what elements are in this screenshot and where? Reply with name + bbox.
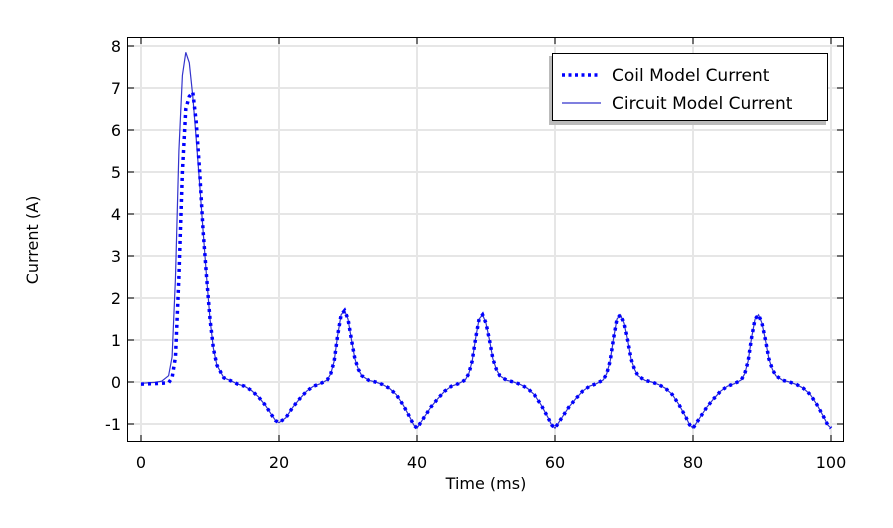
x-tick-label: 0 [136, 453, 146, 472]
x-tick-label: 40 [407, 453, 427, 472]
ticks: 0 20 40 60 80 100 -1 0 1 2 3 4 5 6 7 8 [105, 37, 846, 472]
x-tick-label: 20 [269, 453, 289, 472]
x-tick-label: 60 [545, 453, 565, 472]
y-tick-label: -1 [105, 415, 121, 434]
y-tick-label: 5 [111, 163, 121, 182]
legend-box [552, 53, 828, 121]
y-tick-label: 2 [111, 289, 121, 308]
legend-label-coil: Coil Model Current [612, 66, 770, 86]
x-tick-label: 80 [683, 453, 703, 472]
y-tick-label: 7 [111, 79, 121, 98]
series-group [140, 52, 833, 431]
y-tick-label: 8 [111, 37, 121, 56]
series-coil-model-current [140, 87, 833, 431]
y-tick-label: 4 [111, 205, 121, 224]
legend: Coil Model Current Circuit Model Current [549, 53, 828, 125]
x-tick-label: 100 [816, 453, 847, 472]
x-axis-label: Time (ms) [445, 474, 527, 493]
plot-frame [127, 37, 844, 442]
grid [128, 38, 843, 441]
y-tick-label: 6 [111, 121, 121, 140]
y-tick-label: 3 [111, 247, 121, 266]
legend-label-circuit: Circuit Model Current [612, 94, 793, 114]
y-tick-label: 0 [111, 373, 121, 392]
y-tick-label: 1 [111, 331, 121, 350]
y-axis-label: Current (A) [23, 196, 42, 285]
